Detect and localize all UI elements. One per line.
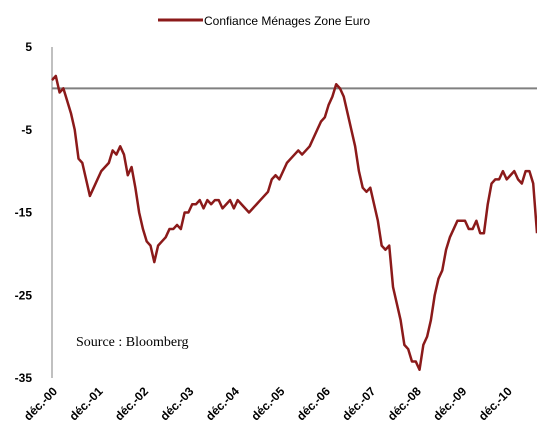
x-tick-label: déc.-03 (157, 384, 196, 423)
x-tick-label: déc.-05 (248, 384, 287, 423)
x-tick-label: déc.-07 (339, 384, 378, 423)
y-tick-label: 5 (25, 40, 32, 54)
annotation: Source : Bloomberg (76, 335, 189, 350)
y-tick-label: -35 (15, 371, 33, 385)
x-tick-label: déc.-02 (112, 384, 151, 423)
y-tick-label: -15 (15, 206, 33, 220)
legend-label: Confiance Ménages Zone Euro (204, 14, 370, 28)
x-tick-label: déc.-04 (203, 384, 242, 423)
y-tick-label: -25 (15, 288, 33, 302)
x-tick-label: déc.-06 (294, 384, 333, 423)
x-tick-label: déc.-01 (66, 384, 105, 423)
x-tick-label: déc.-08 (385, 384, 424, 423)
x-tick-label: déc.-09 (430, 384, 469, 423)
data-line (51, 74, 537, 371)
x-tick-label: déc.-10 (476, 384, 515, 423)
y-tick-label: -5 (21, 123, 32, 137)
x-tick-label: déc.-00 (21, 384, 60, 423)
